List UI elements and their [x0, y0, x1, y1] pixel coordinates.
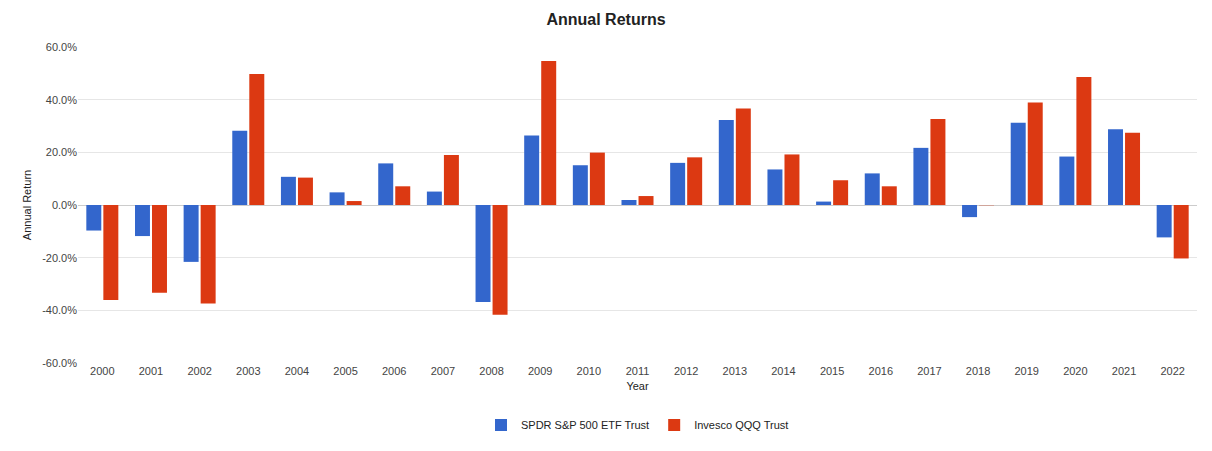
svg-text:2009: 2009	[528, 365, 552, 377]
svg-text:2010: 2010	[577, 365, 601, 377]
svg-text:2011: 2011	[626, 365, 650, 377]
svg-text:2008: 2008	[479, 365, 503, 377]
svg-text:2003: 2003	[236, 365, 260, 377]
svg-text:2012: 2012	[674, 365, 698, 377]
svg-text:40.0%: 40.0%	[46, 94, 77, 106]
svg-text:2015: 2015	[820, 365, 844, 377]
svg-text:2019: 2019	[1014, 365, 1038, 377]
svg-text:2002: 2002	[187, 365, 211, 377]
svg-text:60.0%: 60.0%	[46, 41, 77, 53]
svg-text:SPDR S&P 500 ETF Trust: SPDR S&P 500 ETF Trust	[521, 419, 649, 431]
svg-text:2004: 2004	[285, 365, 309, 377]
svg-text:0.0%: 0.0%	[52, 199, 77, 211]
svg-text:2014: 2014	[771, 365, 795, 377]
svg-text:Invesco QQQ Trust: Invesco QQQ Trust	[694, 419, 788, 431]
svg-text:2013: 2013	[723, 365, 747, 377]
svg-text:2016: 2016	[869, 365, 893, 377]
svg-text:-40.0%: -40.0%	[42, 304, 77, 316]
svg-text:2005: 2005	[333, 365, 357, 377]
svg-text:-60.0%: -60.0%	[42, 357, 77, 369]
svg-text:2001: 2001	[139, 365, 163, 377]
svg-text:2006: 2006	[382, 365, 406, 377]
svg-text:2020: 2020	[1063, 365, 1087, 377]
svg-text:2022: 2022	[1160, 365, 1184, 377]
svg-text:20.0%: 20.0%	[46, 146, 77, 158]
svg-text:2017: 2017	[917, 365, 941, 377]
svg-text:2018: 2018	[966, 365, 990, 377]
svg-text:2000: 2000	[90, 365, 114, 377]
svg-text:2021: 2021	[1112, 365, 1136, 377]
svg-text:Year: Year	[626, 380, 649, 392]
svg-text:2007: 2007	[431, 365, 455, 377]
svg-text:Annual Return: Annual Return	[21, 170, 33, 240]
svg-text:Annual Returns: Annual Returns	[546, 11, 665, 28]
svg-text:-20.0%: -20.0%	[42, 252, 77, 264]
